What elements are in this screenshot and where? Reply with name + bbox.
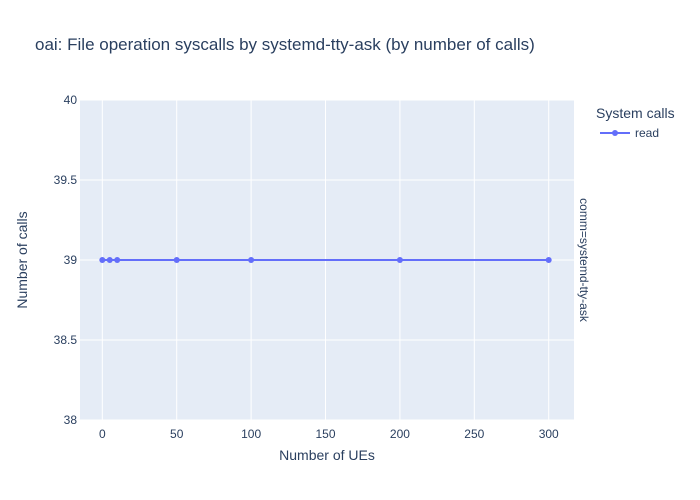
y-tick-labels: 38 38.5 39 39.5 40: [54, 93, 78, 427]
y-tick-label: 38.5: [54, 333, 78, 347]
legend-marker-swatch: [612, 130, 618, 136]
data-point-read[interactable]: [248, 257, 255, 263]
data-point-read[interactable]: [545, 257, 552, 263]
data-point-read[interactable]: [396, 257, 403, 263]
y-tick-label: 39.5: [54, 173, 78, 187]
legend-title: System calls: [596, 105, 675, 121]
y-tick-label: 40: [64, 93, 78, 107]
y-tick-label: 39: [64, 253, 78, 267]
legend: System calls read: [596, 105, 675, 140]
data-point-read[interactable]: [99, 257, 106, 263]
y-axis-title: Number of calls: [14, 211, 30, 308]
x-axis-title: Number of UEs: [279, 447, 375, 463]
x-tick-label: 150: [315, 427, 335, 441]
x-tick-label: 0: [99, 427, 106, 441]
x-tick-label: 100: [241, 427, 261, 441]
legend-item-read[interactable]: read: [600, 126, 659, 140]
data-point-read[interactable]: [114, 257, 121, 263]
x-tick-label: 250: [464, 427, 484, 441]
x-tick-label: 300: [539, 427, 559, 441]
facet-label: comm=systemd-tty-ask: [577, 198, 591, 323]
x-tick-labels: 0 50 100 150 200 250 300: [99, 427, 559, 441]
series-layer: [99, 257, 552, 263]
legend-label-read: read: [635, 126, 659, 140]
data-point-read[interactable]: [106, 257, 113, 263]
chart-title: oai: File operation syscalls by systemd-…: [35, 35, 535, 54]
y-tick-label: 38: [64, 413, 78, 427]
x-tick-label: 200: [390, 427, 410, 441]
x-tick-label: 50: [170, 427, 184, 441]
data-point-read[interactable]: [173, 257, 180, 263]
